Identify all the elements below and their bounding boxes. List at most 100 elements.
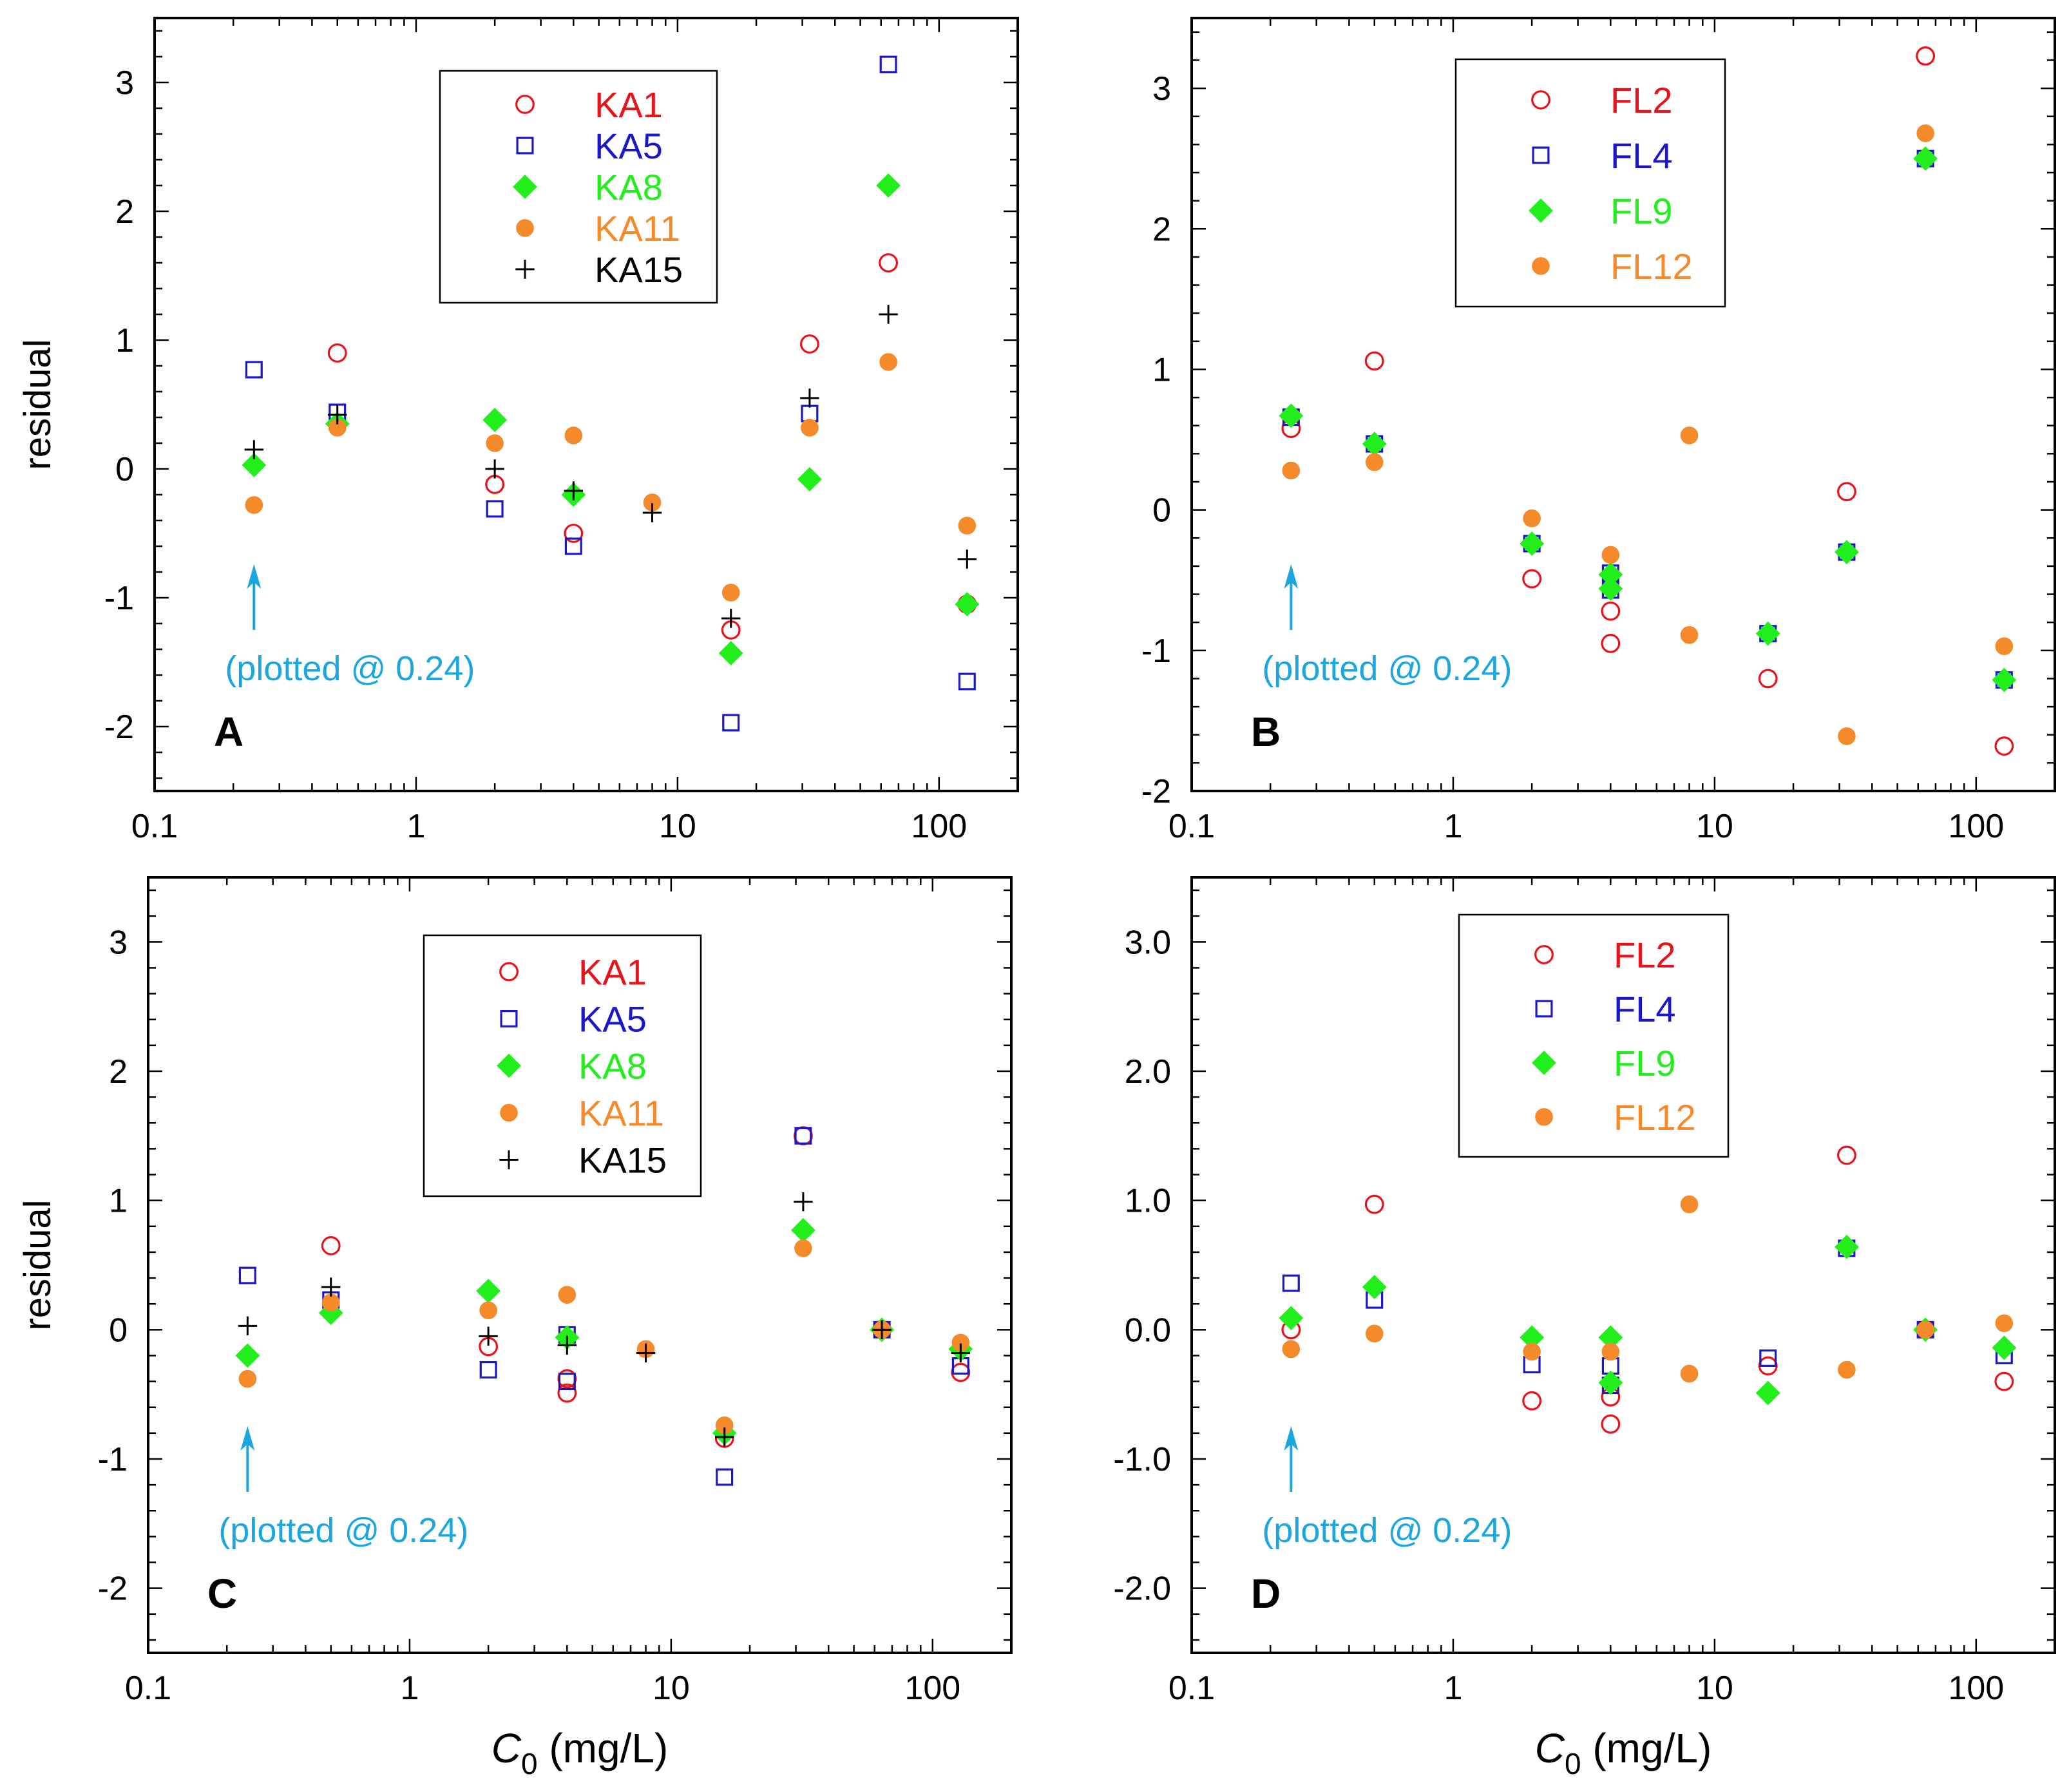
data-point xyxy=(479,1301,497,1320)
series-fl4 xyxy=(1282,1239,2013,1395)
data-point xyxy=(955,592,980,616)
legend-label: KA8 xyxy=(578,1046,647,1087)
data-point xyxy=(564,481,584,500)
plot-frame xyxy=(153,17,1019,792)
legend-marker xyxy=(500,1009,518,1027)
legend-label: KA5 xyxy=(595,126,663,166)
data-point xyxy=(485,459,504,479)
legend-label: KA8 xyxy=(595,167,663,207)
data-point xyxy=(1680,426,1699,444)
legend-marker xyxy=(1534,945,1554,964)
x-tick-label: 1 xyxy=(400,1670,419,1707)
y-axis-label: residual xyxy=(17,339,59,470)
series-fl9 xyxy=(1279,146,2017,692)
legend-box xyxy=(1458,913,1730,1158)
panel-letter: C xyxy=(207,1570,237,1617)
x-tick-label: 100 xyxy=(911,808,967,845)
data-point xyxy=(791,1217,815,1243)
y-tick-label: 2.0 xyxy=(1125,1053,1171,1091)
arrow-note: (plotted @ 0.24) xyxy=(1262,1511,1512,1550)
legend-marker xyxy=(515,260,535,279)
panel-a: 0.1 1 10 100 -2 -1 0 1 2 3 residual A (plotted @ 0.2… xyxy=(17,17,1019,845)
data-points xyxy=(235,1126,973,1486)
data-point xyxy=(879,353,897,371)
y-tick-label: 3 xyxy=(1152,70,1171,108)
y-tick-label: 3.0 xyxy=(1125,924,1171,961)
data-point xyxy=(238,1316,258,1336)
panel-b: 0.1 1 10 100 -2 -1 0 1 2 3 B (plotted @ 0.24) FL2 FL4… xyxy=(1141,17,2056,845)
legend-box xyxy=(439,70,718,304)
legend-label: FL12 xyxy=(1614,1097,1696,1138)
data-point xyxy=(1523,1342,1541,1361)
x-axis-label-subscript: 0 xyxy=(1565,1747,1581,1780)
legend: FL2 FL4 FL9 FL12 xyxy=(1458,913,1730,1158)
data-point xyxy=(1758,669,1778,689)
panel-letter: B xyxy=(1251,709,1281,755)
y-tick-label: 3 xyxy=(109,924,128,961)
data-point xyxy=(1680,1195,1699,1214)
data-point xyxy=(1523,509,1541,528)
legend-marker xyxy=(516,137,534,155)
data-point xyxy=(1279,1306,1304,1331)
data-points xyxy=(1279,1145,2017,1434)
data-point xyxy=(1520,1325,1545,1350)
y-tick-label: 2 xyxy=(109,1053,128,1091)
data-point xyxy=(1995,1314,2014,1333)
data-point xyxy=(486,500,504,518)
data-point xyxy=(1680,1364,1699,1383)
x-tick-label: 1 xyxy=(1444,1670,1462,1707)
legend-label: FL4 xyxy=(1614,989,1676,1029)
data-point xyxy=(244,440,264,459)
data-point xyxy=(1598,1325,1623,1350)
legend-marker xyxy=(1532,257,1550,275)
data-point xyxy=(1364,1194,1384,1214)
data-point xyxy=(321,1293,340,1311)
x-tick-label: 0.1 xyxy=(125,1670,171,1707)
legend-marker xyxy=(513,175,537,199)
data-point xyxy=(479,1326,498,1346)
data-point xyxy=(951,1362,971,1382)
data-point xyxy=(1995,637,2014,656)
legend-box xyxy=(423,934,702,1197)
data-point xyxy=(1992,1335,2017,1360)
x-axis-label-symbol: C xyxy=(1535,1725,1565,1771)
data-point xyxy=(715,1427,734,1447)
data-point xyxy=(1759,1349,1777,1367)
legend-label: KA5 xyxy=(578,999,647,1040)
data-point xyxy=(1835,1235,1859,1259)
x-tick-label: 10 xyxy=(659,808,696,845)
data-point xyxy=(564,537,582,555)
data-point xyxy=(564,426,583,444)
data-point xyxy=(716,1468,734,1486)
data-point xyxy=(1994,736,2014,756)
arrow-note: (plotted @ 0.24) xyxy=(225,649,475,688)
data-point xyxy=(879,305,898,324)
data-point xyxy=(558,1373,576,1391)
y-tick-label: -1 xyxy=(1141,633,1171,670)
data-point xyxy=(1992,667,2017,692)
legend-marker xyxy=(516,219,534,237)
data-point xyxy=(482,408,508,432)
arrow-annotation: (plotted @ 0.24) xyxy=(218,1426,468,1550)
plot-frame xyxy=(1190,876,2056,1654)
legend-marker xyxy=(499,962,519,982)
data-points xyxy=(242,55,980,732)
data-point xyxy=(1837,482,1856,502)
data-point xyxy=(1522,569,1542,589)
data-point xyxy=(1520,531,1545,556)
y-tick-label: 2 xyxy=(1152,211,1171,248)
arrow-head xyxy=(1284,564,1299,589)
y-tick-label: 1 xyxy=(1152,351,1171,388)
x-tick-label: 10 xyxy=(1696,808,1733,845)
arrow-head xyxy=(1284,1426,1299,1451)
y-tick-label: 0 xyxy=(109,1311,128,1349)
data-point xyxy=(1601,1342,1620,1361)
arrow-annotation: (plotted @ 0.24) xyxy=(1262,564,1512,688)
legend-marker xyxy=(497,1053,521,1078)
data-point xyxy=(1994,1371,2014,1391)
x-tick-label: 100 xyxy=(1948,808,2004,845)
data-point xyxy=(1364,351,1384,371)
legend-label: FL4 xyxy=(1610,135,1673,176)
data-point xyxy=(327,343,347,363)
